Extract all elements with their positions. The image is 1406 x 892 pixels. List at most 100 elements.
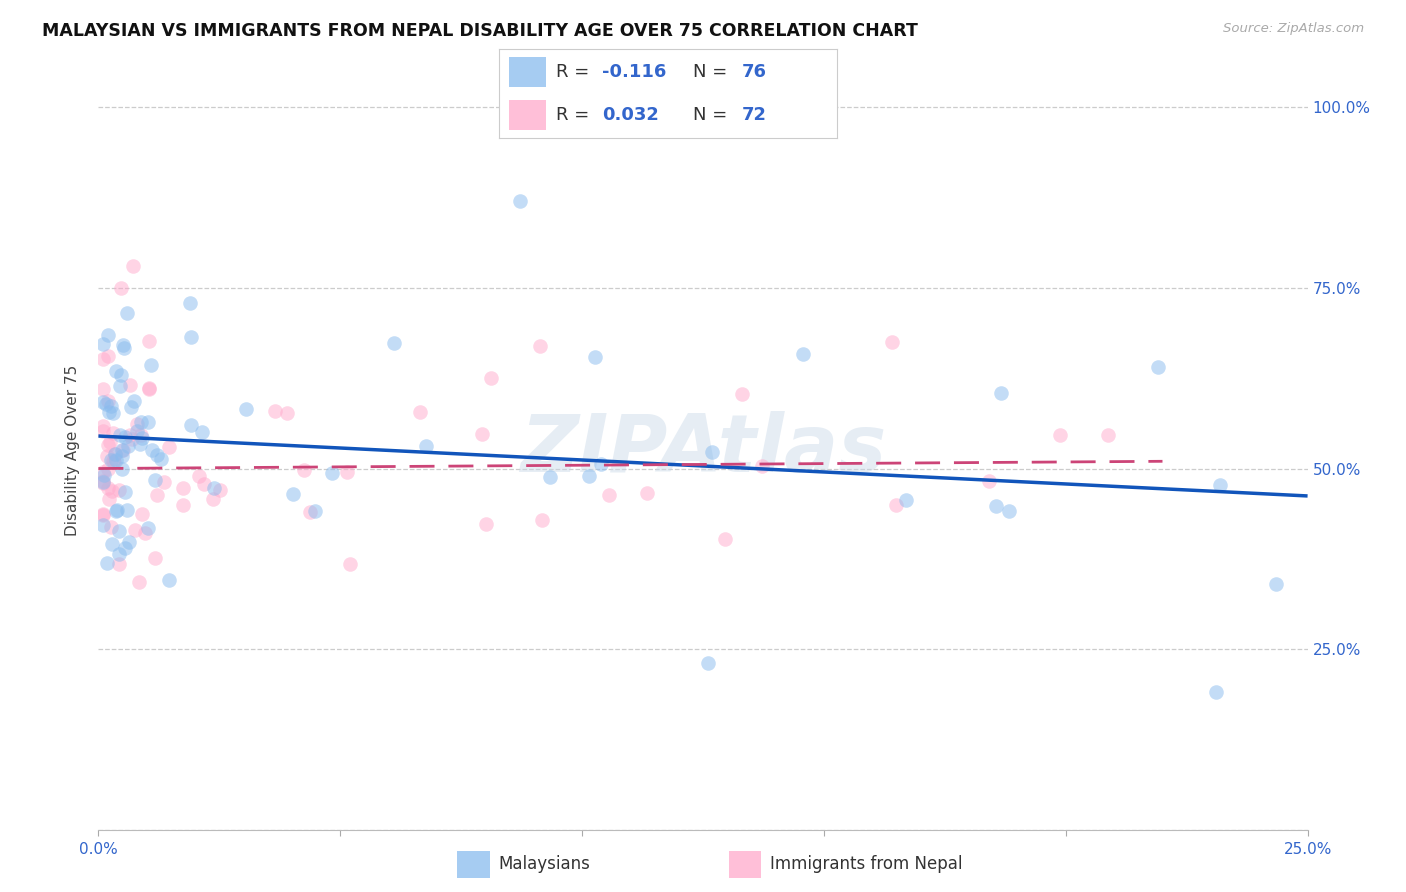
Text: Source: ZipAtlas.com: Source: ZipAtlas.com (1223, 22, 1364, 36)
Point (91, 465, 114, 479)
Point (193, 477, 215, 491)
Point (172, 481, 194, 495)
Point (127, 425, 149, 439)
Point (122, 260, 145, 274)
Point (105, 503, 128, 517)
Point (1049, 428, 1071, 442)
Point (121, 432, 143, 446)
Point (751, 458, 773, 473)
Point (128, 437, 150, 451)
Point (120, 378, 142, 392)
Point (589, 457, 612, 471)
Point (117, 439, 139, 453)
Text: 0.032: 0.032 (602, 105, 659, 124)
Point (143, 473, 166, 487)
Point (138, 334, 160, 348)
Point (111, 338, 134, 352)
Point (91, 474, 114, 488)
Point (108, 483, 131, 498)
Text: R =: R = (557, 105, 596, 124)
Point (110, 368, 132, 382)
Text: MALAYSIAN VS IMMIGRANTS FROM NEPAL DISABILITY AGE OVER 75 CORRELATION CHART: MALAYSIAN VS IMMIGRANTS FROM NEPAL DISAB… (42, 22, 918, 40)
Point (105, 364, 128, 378)
Point (138, 382, 160, 396)
Point (792, 347, 814, 361)
Point (990, 386, 1012, 401)
Point (157, 440, 180, 454)
Point (529, 339, 551, 353)
Point (298, 505, 321, 519)
Point (91, 419, 114, 434)
Text: 72: 72 (742, 105, 768, 124)
Point (636, 486, 658, 500)
Point (122, 394, 145, 409)
Point (1208, 478, 1230, 492)
Point (336, 465, 359, 479)
Point (882, 334, 904, 349)
Point (415, 439, 437, 453)
Point (1264, 576, 1286, 591)
Point (97, 350, 120, 364)
Point (209, 483, 232, 498)
Point (114, 430, 136, 444)
Point (146, 448, 169, 462)
Point (201, 492, 224, 507)
Point (108, 547, 131, 561)
Point (111, 449, 134, 463)
Text: ZIPAtlas: ZIPAtlas (520, 411, 886, 490)
Point (111, 442, 134, 457)
Point (977, 475, 1000, 489)
Point (97, 404, 120, 418)
Point (583, 350, 606, 364)
Point (180, 330, 202, 344)
Point (884, 498, 907, 512)
Text: Immigrants from Nepal: Immigrants from Nepal (770, 855, 963, 873)
Point (108, 378, 131, 392)
Point (1205, 685, 1227, 699)
Point (118, 535, 141, 549)
Point (696, 657, 718, 671)
Point (120, 400, 142, 414)
Point (110, 281, 132, 295)
Point (103, 454, 125, 468)
Point (91, 351, 114, 366)
Point (138, 381, 160, 395)
Point (139, 359, 162, 373)
Point (150, 452, 173, 467)
Point (103, 447, 125, 461)
FancyBboxPatch shape (728, 851, 762, 878)
Point (114, 541, 136, 555)
Point (108, 428, 131, 442)
Point (538, 470, 561, 484)
Point (153, 475, 176, 489)
Point (531, 513, 554, 527)
Point (91, 337, 114, 351)
Point (94, 396, 117, 410)
Text: N =: N = (693, 62, 733, 81)
Point (382, 335, 405, 350)
FancyBboxPatch shape (509, 100, 547, 130)
Point (97, 481, 120, 495)
Point (1097, 427, 1119, 442)
Point (157, 573, 180, 587)
Point (101, 425, 124, 440)
Point (91, 518, 114, 533)
Point (100, 453, 122, 467)
Point (264, 404, 287, 418)
Point (97, 461, 120, 475)
Text: Malaysians: Malaysians (499, 855, 591, 873)
Point (131, 507, 153, 521)
Point (118, 428, 141, 442)
Point (93, 467, 115, 482)
Point (100, 434, 122, 449)
Point (111, 462, 134, 476)
Point (97, 438, 120, 452)
Point (96, 449, 118, 463)
Point (731, 386, 754, 401)
Point (292, 463, 315, 477)
Point (111, 443, 134, 458)
FancyBboxPatch shape (509, 57, 547, 87)
Point (172, 498, 194, 512)
Point (281, 487, 304, 501)
Point (100, 483, 122, 498)
